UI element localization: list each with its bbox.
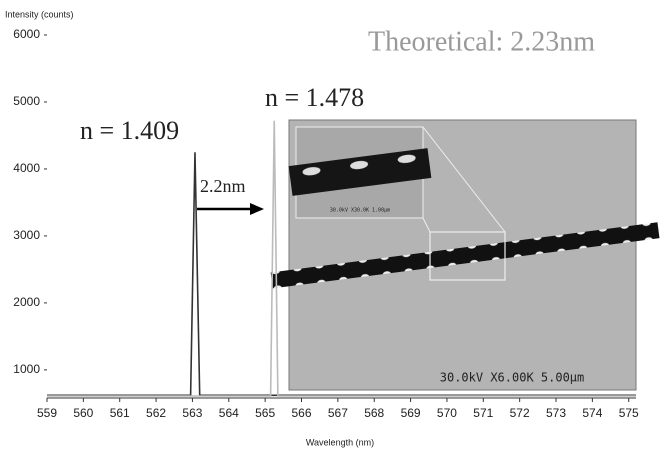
annotation: Theoretical: 2.23nm — [368, 26, 595, 57]
annotation: 2.2nm — [200, 176, 246, 196]
x-tick-label: 561 — [110, 406, 130, 420]
x-tick-label: 569 — [401, 406, 421, 420]
annotation: n = 1.478 — [265, 83, 364, 112]
x-axis-label: Wavelength (nm) — [306, 437, 374, 447]
x-tick-label: 565 — [255, 406, 275, 420]
x-tick-label: 572 — [510, 406, 530, 420]
x-tick-label: 574 — [582, 406, 602, 420]
sem-image: 30.0kV X30.0K 1.00µm 30.0kV X6.00K 5.00µ… — [270, 119, 660, 391]
x-tick-label: 564 — [219, 406, 239, 420]
x-tick-label: 562 — [146, 406, 166, 420]
x-tick-label: 563 — [182, 406, 202, 420]
arrow — [197, 203, 264, 215]
x-tick-label: 571 — [473, 406, 493, 420]
x-tick-label: 575 — [619, 406, 639, 420]
x-tick-label: 567 — [328, 406, 348, 420]
series-line — [47, 120, 636, 397]
x-tick-label: 559 — [37, 406, 57, 420]
x-tick-label: 570 — [437, 406, 457, 420]
x-tick-label: 568 — [364, 406, 384, 420]
y-axis-label: Intensity (counts) — [5, 9, 74, 19]
x-tick-label: 573 — [546, 406, 566, 420]
x-tick-label: 560 — [73, 406, 93, 420]
y-tick-label: 1000 — [13, 362, 40, 376]
y-tick-label: 5000 — [13, 94, 40, 108]
y-tick-label: 6000 — [13, 27, 40, 41]
x-tick-label: 566 — [291, 406, 311, 420]
sem-label: 30.0kV X6.00K 5.00µm — [440, 371, 585, 385]
y-tick-label: 2000 — [13, 295, 40, 309]
sem-inset-label: 30.0kV X30.0K 1.00µm — [330, 208, 390, 214]
y-tick-label: 4000 — [13, 161, 40, 175]
y-tick-label: 3000 — [13, 228, 40, 242]
annotation: n = 1.409 — [80, 116, 179, 145]
